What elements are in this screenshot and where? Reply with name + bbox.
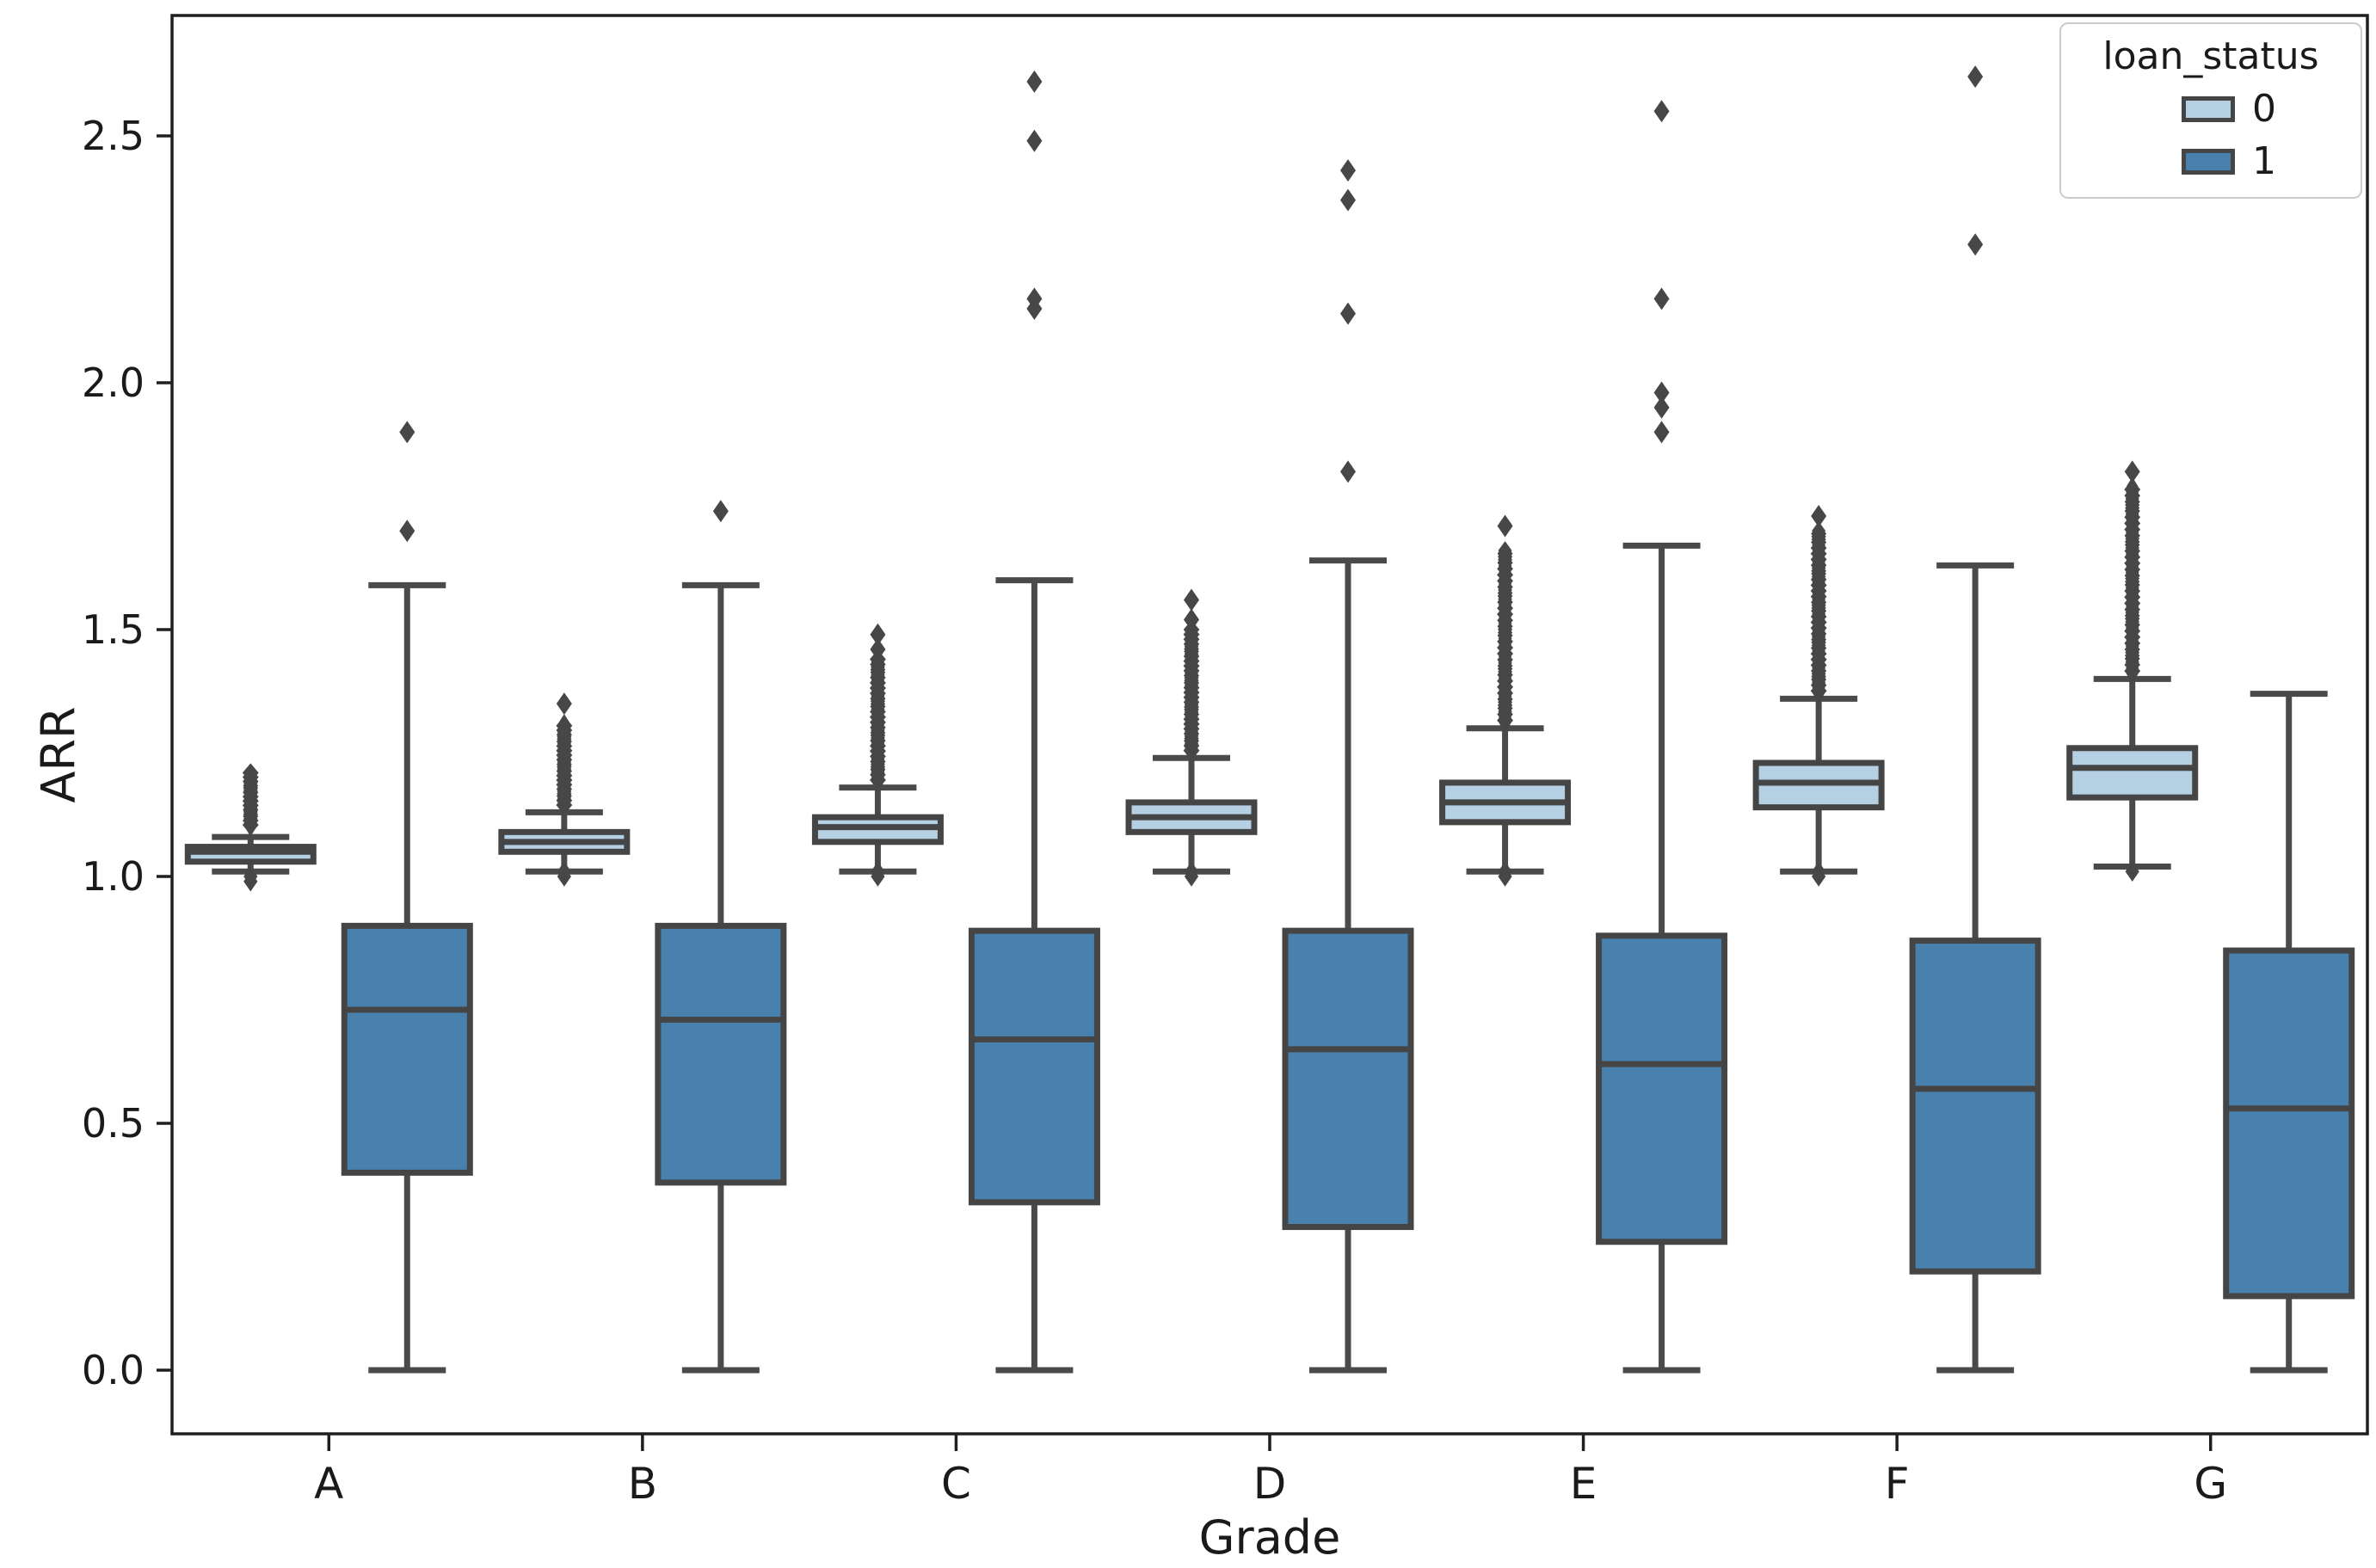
outlier-diamond bbox=[870, 637, 886, 661]
outlier-diamond bbox=[1026, 287, 1043, 311]
y-tick-label: 1.0 bbox=[82, 853, 145, 900]
outlier-diamond bbox=[1653, 100, 1670, 123]
y-tick-label: 0.0 bbox=[82, 1347, 145, 1393]
outlier-diamond bbox=[243, 866, 258, 887]
outlier-diamond bbox=[1340, 460, 1356, 483]
legend-swatch-1 bbox=[2182, 148, 2235, 175]
x-tick-label: D bbox=[1253, 1459, 1287, 1509]
outlier-diamond bbox=[1184, 861, 1199, 882]
x-tick-label: G bbox=[2194, 1459, 2227, 1509]
x-tick-label: E bbox=[1570, 1459, 1597, 1509]
outlier-diamond bbox=[1967, 65, 1984, 89]
legend-entry-label: 0 bbox=[2252, 87, 2276, 131]
outlier-cluster-diamond bbox=[2126, 477, 2139, 496]
box-grade-D-status-1 bbox=[1282, 927, 1414, 1231]
legend-swatch-0 bbox=[2182, 95, 2235, 122]
box-grade-G-status-1 bbox=[2223, 947, 2355, 1300]
y-tick-label: 2.0 bbox=[82, 360, 145, 406]
legend-title: loan_status bbox=[2102, 34, 2319, 78]
outlier-diamond bbox=[1026, 70, 1043, 93]
y-tick-label: 1.5 bbox=[82, 606, 145, 653]
outlier-diamond bbox=[1653, 287, 1670, 311]
legend: loan_status 0 1 bbox=[2059, 22, 2362, 199]
outlier-diamond bbox=[1653, 381, 1670, 404]
outlier-diamond bbox=[2124, 460, 2140, 483]
outlier-diamond bbox=[871, 861, 885, 882]
outlier-diamond bbox=[1498, 861, 1512, 882]
outlier-cluster-diamond bbox=[1812, 521, 1826, 541]
outlier-diamond bbox=[557, 861, 571, 882]
x-axis-label: Grade bbox=[1198, 1510, 1341, 1565]
outlier-diamond bbox=[399, 520, 415, 543]
box-grade-B-status-1 bbox=[655, 922, 787, 1186]
box-grade-A-status-1 bbox=[341, 922, 473, 1176]
box-grade-G-status-0 bbox=[2066, 745, 2199, 801]
outlier-diamond bbox=[2125, 861, 2139, 882]
y-axis-label: ARR bbox=[31, 706, 86, 803]
outlier-diamond bbox=[712, 500, 729, 523]
outlier-diamond bbox=[1967, 233, 1984, 256]
outlier-diamond bbox=[556, 692, 572, 716]
outlier-diamond bbox=[1497, 514, 1513, 538]
box-grade-E-status-1 bbox=[1596, 932, 1728, 1245]
box-grade-F-status-1 bbox=[1909, 938, 2041, 1275]
legend-entry-1: 1 bbox=[2061, 139, 2361, 183]
y-tick-label: 2.5 bbox=[82, 113, 145, 159]
outlier-cluster-diamond bbox=[242, 763, 259, 783]
x-tick-label: C bbox=[941, 1459, 971, 1509]
outlier-diamond bbox=[399, 421, 415, 444]
x-tick-label: F bbox=[1885, 1459, 1910, 1509]
outlier-diamond bbox=[1184, 608, 1199, 631]
outlier-diamond bbox=[1184, 588, 1199, 612]
outlier-diamond bbox=[1340, 188, 1356, 212]
outlier-diamond bbox=[1653, 396, 1670, 419]
y-tick-label: 0.5 bbox=[82, 1100, 145, 1147]
outlier-diamond bbox=[1653, 421, 1670, 444]
outlier-diamond bbox=[870, 623, 886, 646]
outlier-cluster-diamond bbox=[557, 714, 570, 734]
box-grade-C-status-1 bbox=[968, 927, 1100, 1206]
outlier-diamond bbox=[1811, 504, 1827, 527]
outlier-diamond bbox=[1340, 302, 1356, 325]
outlier-diamond bbox=[1340, 159, 1356, 182]
outlier-diamond bbox=[1026, 129, 1043, 152]
legend-entry-label: 1 bbox=[2252, 139, 2276, 183]
outlier-diamond bbox=[1812, 861, 1826, 882]
x-tick-label: B bbox=[628, 1459, 657, 1509]
outlier-cluster-diamond bbox=[1498, 541, 1512, 561]
x-tick-label: A bbox=[314, 1459, 343, 1509]
legend-entry-0: 0 bbox=[2061, 87, 2361, 131]
